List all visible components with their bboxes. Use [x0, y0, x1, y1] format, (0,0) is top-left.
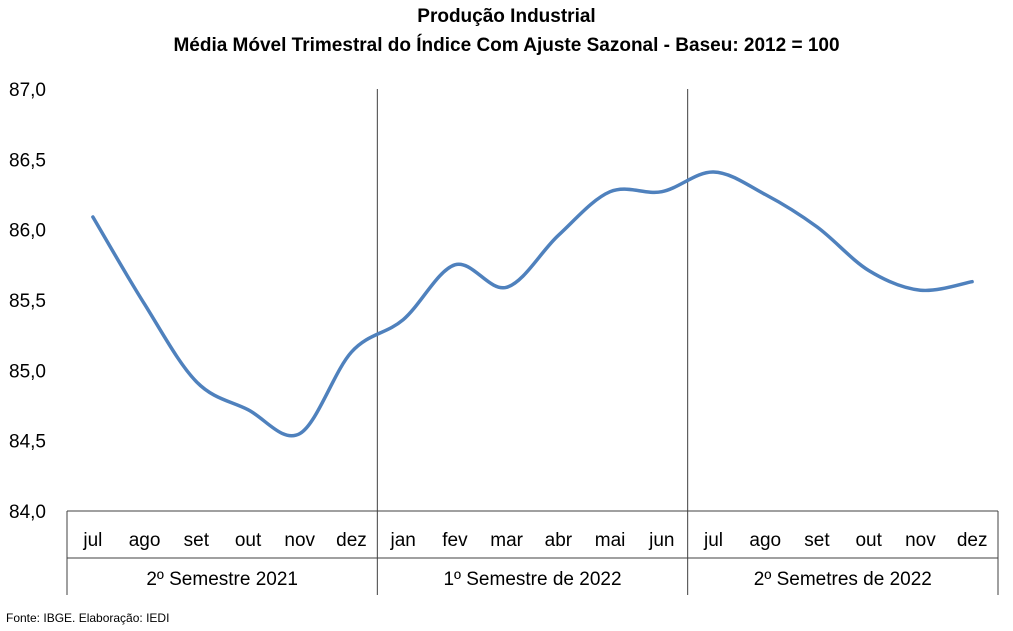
- x-tick-label: set: [804, 530, 830, 551]
- group-label: 2º Semestre 2021: [146, 569, 298, 590]
- x-tick-label: set: [184, 530, 210, 551]
- source-note: Fonte: IBGE. Elaboração: IEDI: [6, 611, 170, 625]
- x-tick-label: jul: [82, 530, 102, 551]
- data-point: [608, 190, 612, 194]
- data-point: [867, 268, 871, 272]
- y-tick-label: 85,0: [9, 361, 46, 382]
- data-point: [194, 380, 198, 384]
- x-tick-label: abr: [545, 530, 573, 551]
- y-tick-label: 87,0: [9, 80, 46, 101]
- data-point: [815, 225, 819, 229]
- y-tick-label: 84,0: [9, 502, 46, 523]
- data-point: [505, 285, 509, 289]
- x-tick-label: ago: [749, 530, 781, 551]
- data-point: [143, 302, 147, 306]
- data-point: [298, 432, 302, 436]
- data-point: [763, 193, 767, 197]
- x-tick-label: dez: [957, 530, 988, 551]
- data-point: [918, 288, 922, 292]
- data-point: [660, 190, 664, 194]
- data-point: [91, 215, 95, 219]
- x-tick-label: nov: [284, 530, 315, 551]
- x-tick-label: dez: [336, 530, 367, 551]
- group-label: 1º Semestre de 2022: [443, 569, 621, 590]
- chart-title: Produção Industrial: [417, 6, 596, 27]
- data-point: [556, 233, 560, 237]
- series-line: [91, 170, 974, 438]
- data-point: [246, 408, 250, 412]
- x-tick-label: ago: [129, 530, 161, 551]
- x-tick-label: nov: [905, 530, 936, 551]
- y-tick-label: 86,0: [9, 221, 46, 242]
- x-tick-label: jan: [390, 530, 416, 551]
- x-tick-label: mar: [490, 530, 523, 551]
- y-tick-label: 85,5: [9, 291, 46, 312]
- data-point: [712, 170, 716, 174]
- data-point: [453, 263, 457, 267]
- x-tick-label: mai: [595, 530, 626, 551]
- x-tick-label: out: [235, 530, 262, 551]
- x-tick-label: out: [855, 530, 882, 551]
- data-point: [970, 280, 974, 284]
- x-tick-label: jun: [648, 530, 674, 551]
- y-tick-label: 86,5: [9, 150, 46, 171]
- data-point: [349, 350, 353, 354]
- chart-subtitle: Média Móvel Trimestral do Índice Com Aju…: [173, 35, 840, 56]
- y-tick-label: 84,5: [9, 432, 46, 453]
- x-tick-label: fev: [442, 530, 468, 551]
- x-tick-label: jul: [703, 530, 723, 551]
- group-label: 2º Semetres de 2022: [754, 569, 932, 590]
- data-point: [401, 318, 405, 322]
